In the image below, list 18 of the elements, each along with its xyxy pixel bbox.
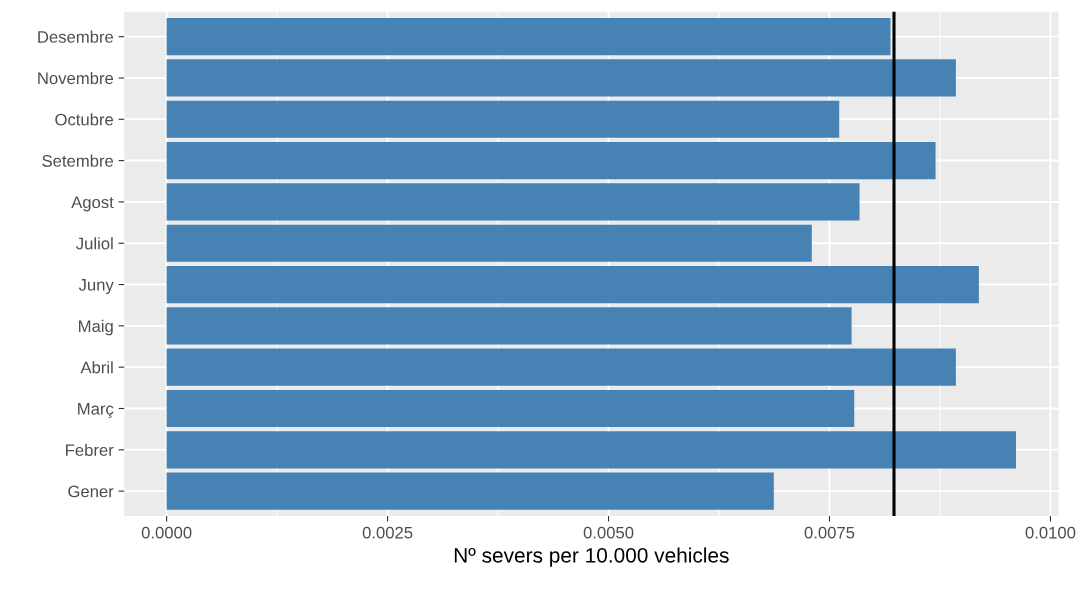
x-axis-title: Nº severs per 10.000 vehicles <box>454 547 729 567</box>
y-tick-label: Agost <box>71 196 114 212</box>
y-tick-label: Març <box>78 403 114 419</box>
y-tick-label: Febrer <box>66 443 114 457</box>
y-tick-label: Desembre <box>38 30 114 43</box>
y-tick-label: Setembre <box>42 154 114 167</box>
y-tick-label: Juny <box>78 279 114 295</box>
x-tick-label: 0.0050 <box>583 526 634 539</box>
y-tick-label: Juliol <box>76 237 113 250</box>
x-tick-label: 0.0100 <box>1025 526 1076 539</box>
y-tick-label: Abril <box>80 361 113 374</box>
y-tick-label: Octubre <box>55 113 114 126</box>
y-tick-label: Novembre <box>38 71 114 85</box>
y-tick-label: Gener <box>68 485 114 498</box>
x-tick-label: 0.0000 <box>141 526 192 539</box>
y-tick-label: Maig <box>79 319 113 336</box>
x-tick-label: 0.0025 <box>362 526 413 539</box>
x-tick-label: 0.0075 <box>804 526 855 539</box>
